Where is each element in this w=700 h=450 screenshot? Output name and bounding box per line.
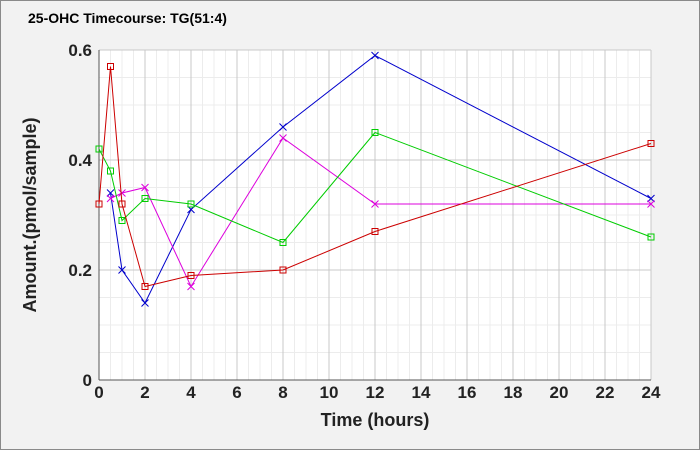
series-group xyxy=(95,51,655,307)
x-tick-label: 14 xyxy=(412,383,431,402)
grid xyxy=(98,49,652,381)
x-tick-label: 22 xyxy=(596,383,615,402)
data-point xyxy=(187,282,195,291)
data-point xyxy=(118,200,126,208)
series-2 xyxy=(106,134,655,291)
chart-title: 25-OHC Timecourse: TG(51:4) xyxy=(28,10,227,26)
x-tick-label: 8 xyxy=(278,383,287,402)
y-tick-label: 0.2 xyxy=(68,261,92,280)
x-tick-label: 10 xyxy=(320,383,339,402)
x-tick-label: 2 xyxy=(140,383,149,402)
data-point xyxy=(187,200,195,208)
series-line xyxy=(98,66,652,288)
data-point xyxy=(141,283,149,290)
data-point xyxy=(118,217,126,224)
data-point xyxy=(141,195,149,202)
data-point xyxy=(141,183,149,192)
data-point xyxy=(279,123,287,131)
data-point xyxy=(647,194,655,203)
x-tick-label: 16 xyxy=(458,383,477,402)
y-tick-label: 0 xyxy=(83,371,92,390)
x-tick-label: 20 xyxy=(550,383,569,402)
x-axis-title: Time (hours) xyxy=(321,410,430,430)
data-point xyxy=(279,239,287,246)
series-3 xyxy=(95,129,655,246)
data-point xyxy=(95,200,103,208)
y-tick-label: 0.6 xyxy=(68,41,92,60)
data-point xyxy=(95,145,103,153)
series-line xyxy=(98,131,652,244)
x-tick-label: 0 xyxy=(94,383,103,402)
x-tick-label: 24 xyxy=(642,383,661,402)
data-point xyxy=(371,228,379,235)
data-point xyxy=(187,272,195,279)
data-point xyxy=(106,194,115,203)
data-point xyxy=(141,299,149,307)
y-tick-label: 0.4 xyxy=(68,151,92,170)
data-point xyxy=(371,129,379,136)
data-point xyxy=(118,266,126,274)
y-axis-title: Amount.(pmol/sample) xyxy=(20,117,40,312)
data-point xyxy=(107,63,114,70)
data-point xyxy=(371,200,379,208)
data-point xyxy=(371,51,379,60)
data-point xyxy=(279,266,287,274)
data-point xyxy=(279,134,287,142)
data-point xyxy=(118,189,126,197)
data-point xyxy=(107,167,114,175)
data-point xyxy=(106,189,115,197)
series-4 xyxy=(95,63,655,290)
x-tick-label: 6 xyxy=(232,383,241,402)
data-point xyxy=(647,140,655,147)
data-point xyxy=(647,233,655,241)
x-tick-label: 4 xyxy=(186,383,196,402)
x-tick-label: 12 xyxy=(366,383,385,402)
x-tick-label: 18 xyxy=(504,383,523,402)
data-point xyxy=(647,200,655,208)
